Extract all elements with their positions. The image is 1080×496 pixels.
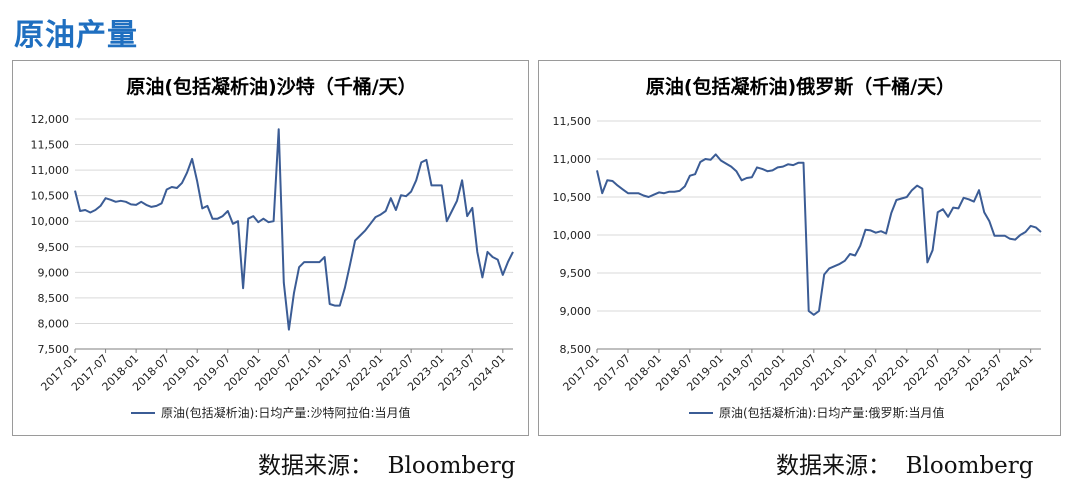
y-tick-label: 7,500 — [38, 343, 70, 356]
y-tick-label: 9,000 — [560, 305, 592, 318]
y-tick-label: 9,000 — [38, 266, 70, 279]
saudi-oil-production-chart: 原油(包括凝析油)沙特（千桶/天） 7,500 8,000 8,500 9,000 9,5… — [31, 75, 514, 420]
y-tick-label: 10,000 — [553, 229, 592, 242]
data-source-saudi: 数据来源： Bloomberg — [258, 453, 516, 479]
y-tick-label: 8,000 — [38, 317, 70, 330]
legend-label: 原油(包括凝析油):日均产量:俄罗斯:当月值 — [719, 405, 945, 420]
y-tick-label: 10,000 — [31, 215, 70, 228]
y-tick-label: 11,000 — [31, 164, 70, 177]
chart-title: 原油(包括凝析油)俄罗斯（千桶/天） — [646, 75, 955, 98]
legend-label: 原油(包括凝析油):日均产量:沙特阿拉伯:当月值 — [161, 405, 411, 420]
y-tick-label: 8,500 — [38, 292, 70, 305]
y-tick-label: 9,500 — [38, 241, 70, 254]
data-source-russia: 数据来源： Bloomberg — [776, 453, 1034, 479]
y-tick-label: 12,000 — [31, 113, 70, 126]
chart-panel-saudi: 原油(包括凝析油)沙特（千桶/天） 7,500 8,000 8,500 9,000 9,5… — [12, 60, 529, 436]
series-line — [74, 128, 514, 331]
chart-title: 原油(包括凝析油)沙特（千桶/天） — [126, 75, 416, 98]
y-tick-label: 8,500 — [560, 343, 592, 356]
russia-oil-production-chart: 原油(包括凝析油)俄罗斯（千桶/天） 8,500 9,000 9,500 10,000 1… — [553, 75, 1042, 420]
y-tick-label: 11,500 — [553, 115, 592, 128]
y-tick-label: 11,000 — [553, 153, 592, 166]
y-tick-label: 11,500 — [31, 139, 70, 152]
y-tick-label: 10,500 — [553, 191, 592, 204]
page-title: 原油产量 — [14, 18, 138, 53]
chart-panel-russia: 原油(包括凝析油)俄罗斯（千桶/天） 8,500 9,000 9,500 10,000 1… — [538, 60, 1061, 436]
y-tick-label: 9,500 — [560, 267, 592, 280]
series-line — [596, 153, 1042, 316]
y-tick-label: 10,500 — [31, 190, 70, 203]
